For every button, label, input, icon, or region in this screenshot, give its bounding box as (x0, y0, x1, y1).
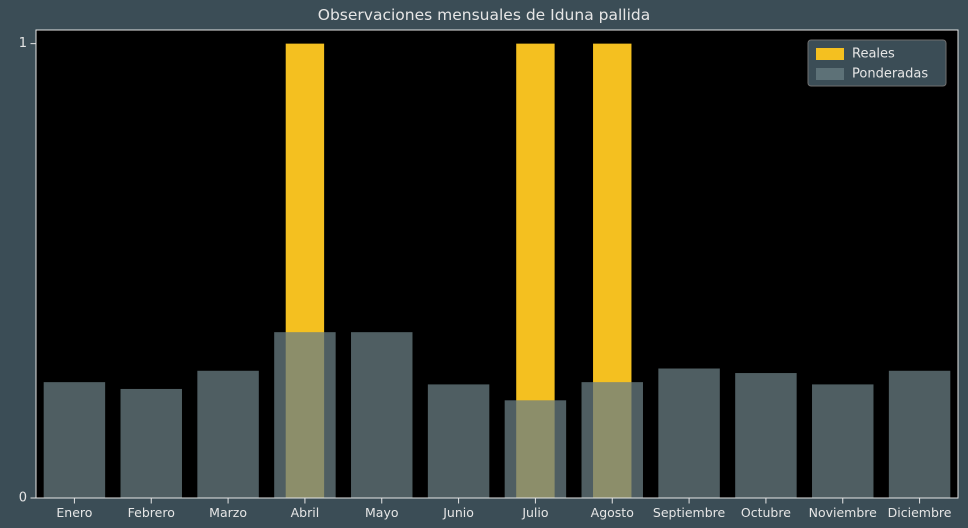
bar-ponderadas (428, 384, 489, 498)
x-tick-label: Febrero (128, 505, 175, 520)
bar-ponderadas (582, 382, 643, 498)
legend-row-reales-swatch (816, 48, 844, 60)
bar-ponderadas (889, 371, 950, 498)
bar-ponderadas (44, 382, 105, 498)
x-tick-label: Julio (521, 505, 548, 520)
bar-ponderadas (274, 332, 335, 498)
x-tick-label: Septiembre (653, 505, 726, 520)
bar-ponderadas (735, 373, 796, 498)
x-tick-label: Junio (442, 505, 474, 520)
bar-ponderadas (351, 332, 412, 498)
legend-row-ponderadas-swatch (816, 68, 844, 80)
legend-row-ponderadas-label: Ponderadas (852, 67, 928, 82)
x-tick-label: Octubre (741, 505, 791, 520)
y-tick-label: 1 (19, 36, 27, 51)
x-tick-label: Mayo (365, 505, 399, 520)
bar-ponderadas (505, 400, 566, 498)
x-tick-label: Marzo (209, 505, 247, 520)
bar-ponderadas (658, 369, 719, 498)
x-tick-label: Abril (291, 505, 320, 520)
legend-row-reales-label: Reales (852, 47, 895, 62)
bar-ponderadas (121, 389, 182, 498)
x-tick-label: Diciembre (888, 505, 952, 520)
legend: Reales Ponderadas (808, 40, 946, 86)
y-tick-label: 0 (19, 491, 27, 506)
bar-ponderadas (812, 384, 873, 498)
bar-ponderadas (197, 371, 258, 498)
x-tick-label: Noviembre (809, 505, 878, 520)
x-tick-label: Agosto (591, 505, 634, 520)
x-tick-label: Enero (56, 505, 92, 520)
chart-plot-area: 0 1 Enero Febrero Marzo Abril Mayo Junio Julio Ag… (0, 0, 968, 528)
